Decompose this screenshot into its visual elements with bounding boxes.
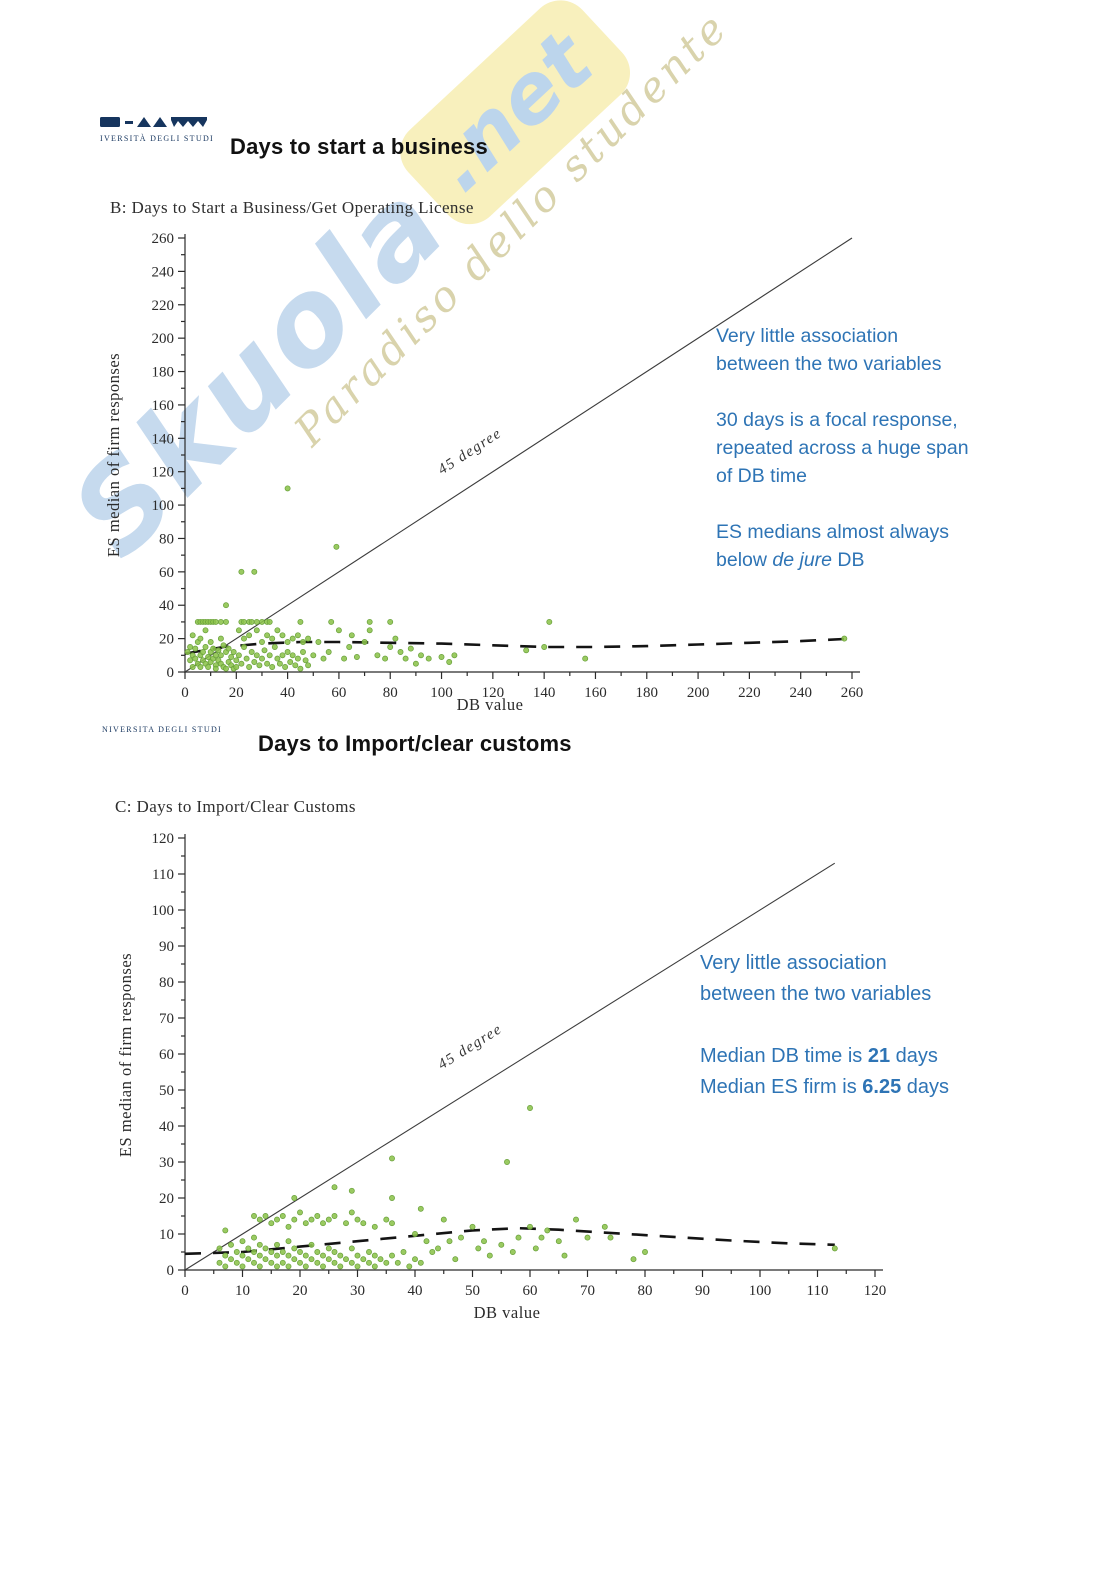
annotation-line: ES medians almost always [716, 521, 950, 543]
svg-text:20: 20 [293, 1283, 308, 1299]
svg-text:100: 100 [152, 498, 175, 514]
svg-text:240: 240 [789, 685, 812, 701]
svg-text:120: 120 [152, 831, 175, 847]
svg-text:ES median of firm responses: ES median of firm responses [116, 953, 135, 1157]
annotation-line: repeated across a huge span [716, 437, 969, 459]
svg-text:20: 20 [159, 632, 174, 648]
svg-text:60: 60 [523, 1283, 538, 1299]
annotation-paragraph: 30 days is a focal response, repeated acr… [716, 406, 1026, 490]
annotation-line: Median DB time is 21 days [700, 1045, 938, 1067]
svg-text:180: 180 [152, 365, 175, 381]
annotation-line: below de jure DB [716, 549, 865, 571]
svg-text:0: 0 [167, 665, 175, 681]
svg-text:120: 120 [482, 685, 505, 701]
svg-text:240: 240 [152, 264, 175, 280]
svg-text:60: 60 [159, 565, 174, 581]
chartC-heading: C: Days to Import/Clear Customs [115, 797, 356, 816]
svg-text:DB value: DB value [457, 695, 524, 714]
svg-text:100: 100 [749, 1283, 772, 1299]
annotation-paragraph: ES medians almost always below de jure DB [716, 518, 1026, 574]
svg-text:0: 0 [167, 1263, 175, 1279]
svg-text:40: 40 [159, 598, 174, 614]
svg-text:100: 100 [430, 685, 453, 701]
svg-text:90: 90 [159, 939, 174, 955]
svg-text:40: 40 [280, 685, 295, 701]
svg-text:DB value: DB value [474, 1303, 541, 1322]
chartC-scatter-plot: 0 10 20 30 40 50 60 70 80 90 100 110 120 0 10 20 30 40 50 6… [116, 831, 887, 1322]
annotation-line: Very little association [716, 325, 899, 347]
annotation-line: Median ES firm is 6.25 days [700, 1076, 950, 1098]
university-logo: IVERSITÀ DEGLI STUDI [100, 114, 214, 143]
svg-text:100: 100 [152, 903, 175, 919]
svg-text:80: 80 [159, 531, 174, 547]
svg-text:45 degree: 45 degree [435, 1021, 505, 1073]
svg-text:10: 10 [235, 1283, 250, 1299]
slide1-title: Days to start a business [230, 134, 488, 159]
svg-text:120: 120 [152, 465, 175, 481]
svg-text:80: 80 [638, 1283, 653, 1299]
svg-text:60: 60 [159, 1047, 174, 1063]
svg-text:20: 20 [159, 1191, 174, 1207]
svg-text:70: 70 [159, 1011, 174, 1027]
annotation-line: Very little association [700, 952, 887, 974]
university-logo-mark [100, 117, 207, 127]
svg-text:220: 220 [152, 298, 175, 314]
annotation-line: between the two variables [700, 983, 932, 1005]
annotation-line: of DB time [716, 465, 808, 487]
svg-text:40: 40 [159, 1119, 174, 1135]
chartB-heading: B: Days to Start a Business/Get Operatin… [110, 198, 474, 217]
svg-text:140: 140 [152, 431, 175, 447]
annotation-line: between the two variables [716, 353, 942, 375]
svg-text:50: 50 [465, 1283, 480, 1299]
svg-text:120: 120 [864, 1283, 887, 1299]
svg-text:60: 60 [331, 685, 346, 701]
annotation-paragraph: Very little association between the two v… [716, 322, 1026, 378]
svg-text:220: 220 [738, 685, 761, 701]
svg-text:50: 50 [159, 1083, 174, 1099]
chartC-annotations: Very little association between the two v… [700, 948, 1040, 1134]
svg-text:10: 10 [159, 1227, 174, 1243]
svg-text:260: 260 [841, 685, 864, 701]
svg-text:160: 160 [584, 685, 607, 701]
university-logo-text-2: NIVERSITA DEGLI STUDI [102, 725, 222, 734]
svg-text:0: 0 [181, 685, 189, 701]
svg-text:110: 110 [807, 1283, 829, 1299]
svg-text:160: 160 [152, 398, 175, 414]
slide2-title: Days to Import/clear customs [258, 731, 572, 756]
svg-text:80: 80 [159, 975, 174, 991]
university-logo-text: IVERSITÀ DEGLI STUDI [100, 134, 214, 143]
svg-text:180: 180 [636, 685, 659, 701]
svg-text:140: 140 [533, 685, 556, 701]
svg-text:30: 30 [350, 1283, 365, 1299]
svg-text:110: 110 [152, 867, 174, 883]
svg-text:260: 260 [152, 231, 175, 247]
svg-text:200: 200 [687, 685, 710, 701]
svg-text:80: 80 [383, 685, 398, 701]
svg-text:70: 70 [580, 1283, 595, 1299]
svg-text:90: 90 [695, 1283, 710, 1299]
annotation-line: 30 days is a focal response, [716, 409, 958, 431]
chartB-scatter-plot: 0 20 40 60 80 100 120 140 160 180 200 220 240 260 0 20 4… [104, 231, 864, 714]
svg-text:ES median of firm responses: ES median of firm responses [104, 353, 123, 557]
annotation-paragraph: Median DB time is 21 days Median ES firm … [700, 1041, 1040, 1103]
svg-text:0: 0 [181, 1283, 189, 1299]
svg-text:20: 20 [229, 685, 244, 701]
svg-text:200: 200 [152, 331, 175, 347]
svg-text:30: 30 [159, 1155, 174, 1171]
annotation-paragraph: Very little association between the two v… [700, 948, 1040, 1010]
chartB-annotations: Very little association between the two v… [716, 322, 1026, 602]
svg-text:40: 40 [408, 1283, 423, 1299]
